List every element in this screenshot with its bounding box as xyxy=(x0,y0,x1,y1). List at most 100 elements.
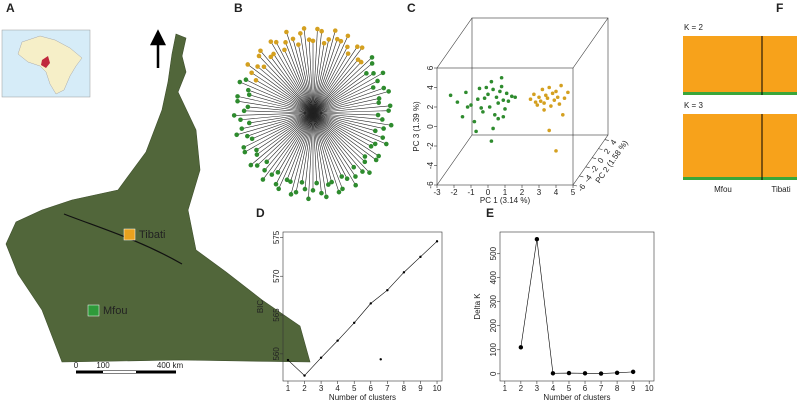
scatter-point xyxy=(474,129,478,134)
scatter-point xyxy=(481,110,485,114)
z-tick xyxy=(592,157,597,160)
y-tick-label: -4 xyxy=(426,161,435,169)
tree-tip xyxy=(288,192,294,197)
tree-branch xyxy=(312,47,363,114)
tree-tip xyxy=(273,181,279,187)
tree-branch xyxy=(312,43,325,114)
scatter-point xyxy=(491,126,495,131)
y-tick-label: 2 xyxy=(426,104,435,109)
x-tick-label: -1 xyxy=(467,188,475,197)
tree-branch xyxy=(312,112,387,145)
tree-branch xyxy=(298,44,314,114)
tree-tip xyxy=(254,163,260,168)
tree-tip xyxy=(245,62,251,67)
data-point xyxy=(614,370,620,376)
tree-branch xyxy=(312,31,322,114)
y-tick-label: 6 xyxy=(426,65,435,70)
data-point xyxy=(534,237,540,242)
tree-tip xyxy=(353,174,358,179)
scatter-point xyxy=(477,86,482,91)
scatter-point xyxy=(542,101,546,105)
cube-edge xyxy=(572,17,609,69)
tree-tip xyxy=(319,28,324,34)
z-tick-label: 4 xyxy=(609,137,619,146)
y-tick-label: 4 xyxy=(426,85,435,90)
tree-tip xyxy=(376,100,382,106)
tree-branch xyxy=(312,87,384,114)
tree-tip xyxy=(260,177,266,182)
tree-tip xyxy=(284,177,290,183)
tree-tip xyxy=(249,70,254,76)
tree-tip xyxy=(306,196,311,202)
tree-tip xyxy=(381,126,386,131)
tree-branch xyxy=(312,112,340,193)
tree-tip xyxy=(369,55,375,60)
tree-tip xyxy=(283,40,288,45)
scatter-point xyxy=(504,91,509,96)
tree-tip xyxy=(261,64,267,70)
scatter-point xyxy=(544,93,548,98)
x-axis-label: PC 1 (3.14 %) xyxy=(480,196,531,205)
scatter-point xyxy=(528,97,533,101)
y-tick-label: 0 xyxy=(489,371,498,376)
data-point xyxy=(582,371,588,376)
x-tick-label: 5 xyxy=(567,384,572,393)
tree-tip xyxy=(298,31,303,36)
scatter-point xyxy=(448,93,453,98)
tree-branch xyxy=(312,29,318,114)
scatter-point xyxy=(494,95,499,100)
tree-tip xyxy=(299,180,305,185)
tree-tip xyxy=(239,126,245,131)
group-label: Tibati xyxy=(771,185,790,194)
z-tick-label: -4 xyxy=(582,173,594,184)
tree-tip xyxy=(235,98,240,104)
scatter-point xyxy=(491,87,495,92)
scatter-point xyxy=(506,99,511,103)
tree-branch xyxy=(312,112,363,172)
tree-tip xyxy=(353,182,358,188)
road xyxy=(63,213,183,265)
tree-tip xyxy=(358,59,364,65)
tree-tip xyxy=(253,77,259,83)
x-tick-label: -3 xyxy=(433,188,441,197)
tree-tip xyxy=(375,78,380,84)
scatter-point xyxy=(510,94,514,99)
x-tick-label: 3 xyxy=(319,384,324,393)
tree-branch xyxy=(312,39,338,114)
tree-tip xyxy=(262,167,267,173)
scatter-point xyxy=(566,90,570,95)
tree-tip xyxy=(381,85,387,91)
tree-tip xyxy=(334,36,340,42)
tree-tip xyxy=(388,122,394,128)
tree-branch xyxy=(290,112,314,182)
tree-branch xyxy=(312,112,348,179)
tree-branch xyxy=(312,59,359,114)
tree-tip xyxy=(380,117,385,122)
tree-branch xyxy=(256,112,314,155)
tree-tip xyxy=(288,179,293,184)
africa-shape xyxy=(17,35,83,95)
tree-tip xyxy=(273,39,279,45)
series-line xyxy=(520,239,634,374)
scatter-point xyxy=(501,98,506,102)
tree-tip xyxy=(376,153,381,159)
tree-tip xyxy=(293,189,299,195)
x-tick-label: 10 xyxy=(645,384,654,393)
tree-branch xyxy=(312,57,373,114)
panel-label: B xyxy=(234,1,243,15)
x-tick-label: 9 xyxy=(418,384,423,393)
x-tick-label: 4 xyxy=(335,384,340,393)
data-point xyxy=(550,371,556,376)
z-tick xyxy=(572,184,578,187)
tree-branch xyxy=(278,112,314,189)
panel-label: C xyxy=(407,1,416,15)
tree-tip xyxy=(296,42,301,47)
series-line xyxy=(287,241,438,376)
tree-tip xyxy=(345,44,350,50)
data-point xyxy=(286,358,290,362)
tree-branch xyxy=(312,112,379,116)
scatter-point xyxy=(479,106,484,110)
scatter-point xyxy=(538,99,543,103)
tree-branch xyxy=(277,112,314,173)
x-axis-label: Number of clusters xyxy=(329,393,396,402)
